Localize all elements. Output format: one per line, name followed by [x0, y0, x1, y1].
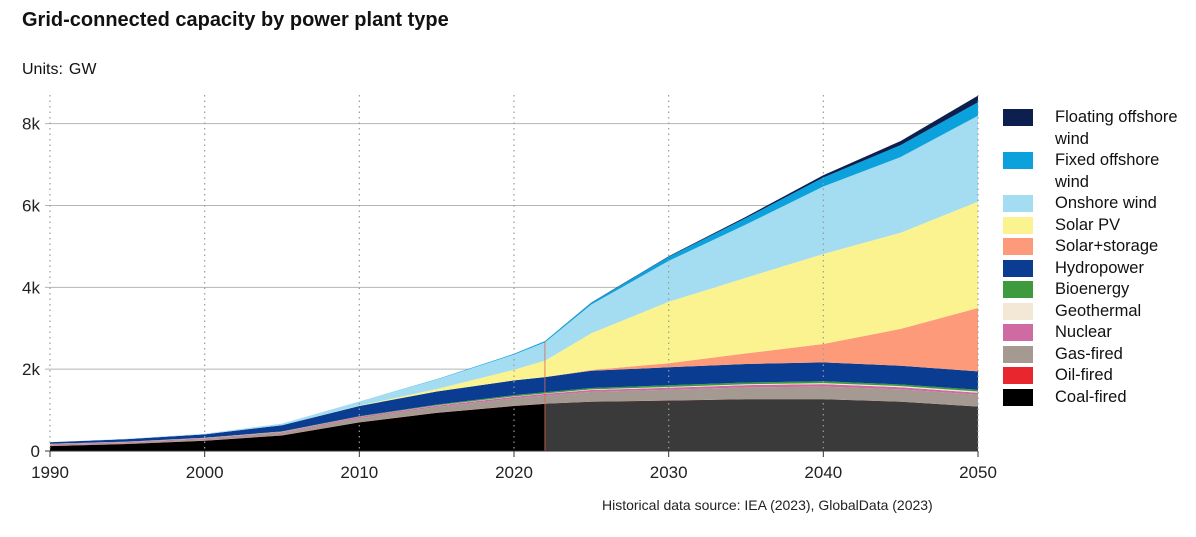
legend-swatch: [1003, 216, 1033, 234]
legend-item: Bioenergy: [1003, 279, 1193, 301]
data-source-note: Historical data source: IEA (2023), Glob…: [602, 497, 933, 513]
chart-legend: Floating offshore wind Fixed offshore win…: [1003, 107, 1193, 408]
y-tick-label: 4k: [22, 278, 40, 297]
x-tick-label: 1990: [31, 463, 69, 482]
legend-label: Fixed offshore wind: [1055, 151, 1160, 191]
legend-item: Oil-fired: [1003, 365, 1193, 387]
legend-label: Floating offshore wind: [1055, 108, 1178, 148]
legend-label: Bioenergy: [1055, 280, 1130, 298]
legend-label: Solar+storage: [1055, 237, 1159, 255]
x-tick-label: 2050: [959, 463, 997, 482]
legend-swatch: [1003, 367, 1033, 384]
legend-label: Gas-fired: [1055, 344, 1123, 363]
legend-swatch: [1003, 388, 1033, 406]
legend-label: Onshore wind: [1055, 194, 1157, 212]
legend-item: Floating offshore wind: [1003, 107, 1193, 150]
legend-item: Nuclear: [1003, 322, 1193, 344]
legend-swatch: [1003, 302, 1033, 320]
x-tick-label: 2030: [650, 463, 688, 482]
x-tick-label: 2040: [804, 463, 842, 482]
legend-label: Geothermal: [1055, 301, 1142, 320]
legend-label: Solar PV: [1055, 215, 1121, 234]
units-prefix: Units:: [22, 61, 63, 78]
legend-label: Coal-fired: [1055, 387, 1127, 406]
legend-item: Gas-fired: [1003, 344, 1193, 366]
legend-item: Fixed offshore wind: [1003, 150, 1193, 193]
legend-swatch: [1003, 281, 1033, 298]
x-tick-label: 2000: [186, 463, 224, 482]
y-axis-ticks: 0 2k 4k 6k 8k: [22, 115, 40, 461]
legend-item: Hydropower: [1003, 258, 1193, 280]
units-label: Units: GW: [22, 61, 96, 79]
area-coal-fired-projection: [544, 399, 978, 451]
legend-swatch: [1003, 345, 1033, 363]
legend-item: Solar PV: [1003, 215, 1193, 237]
y-tick-label: 2k: [22, 360, 40, 379]
x-tick-label: 2010: [340, 463, 378, 482]
legend-swatch: [1003, 152, 1033, 169]
legend-swatch: [1003, 195, 1033, 212]
y-tick-label: 6k: [22, 196, 40, 215]
legend-swatch: [1003, 109, 1033, 126]
x-tick-label: 2020: [495, 463, 533, 482]
legend-swatch: [1003, 238, 1033, 255]
chart-title: Grid-connected capacity by power plant t…: [22, 9, 449, 31]
units-value: GW: [68, 61, 97, 78]
legend-item: Solar+storage: [1003, 236, 1193, 258]
area-hydropower: [50, 362, 978, 444]
legend-swatch: [1003, 324, 1033, 341]
area-solar-pv: [50, 201, 978, 443]
legend-label: Hydropower: [1055, 258, 1144, 277]
legend-item: Geothermal: [1003, 301, 1193, 323]
projection-region: [545, 96, 978, 451]
x-axis-ticks: 1990 2000 2010 2020 2030 2040 2050: [31, 451, 997, 482]
legend-label: Nuclear: [1055, 323, 1112, 341]
y-tick-label: 0: [31, 442, 40, 461]
y-tick-label: 8k: [22, 115, 40, 134]
legend-label: Oil-fired: [1055, 366, 1113, 384]
legend-swatch: [1003, 259, 1033, 277]
legend-item: Coal-fired: [1003, 387, 1193, 409]
legend-item: Onshore wind: [1003, 193, 1193, 215]
